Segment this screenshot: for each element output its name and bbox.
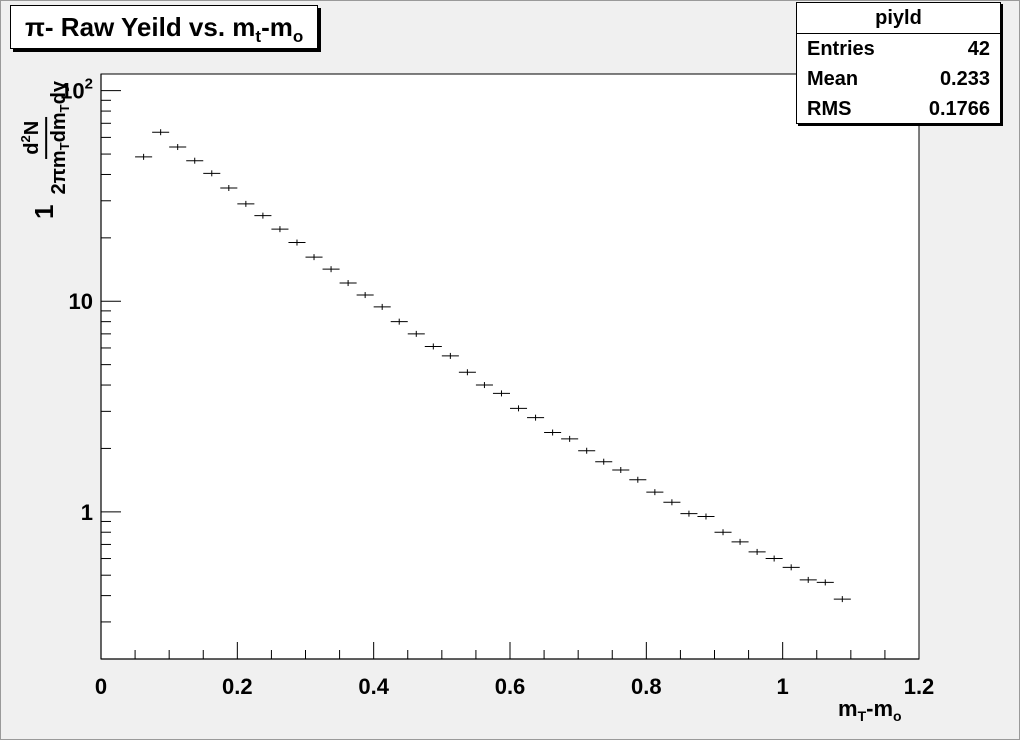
- data-point: [237, 200, 255, 207]
- data-point: [305, 254, 323, 261]
- x-axis-title: mT-mo: [838, 696, 902, 724]
- y-den-sub1: T: [56, 142, 72, 151]
- data-point: [833, 596, 851, 603]
- data-point: [612, 466, 630, 473]
- data-point: [390, 318, 408, 325]
- x-tick-label: 0.2: [222, 674, 253, 699]
- y-den-a: 2πm: [47, 150, 70, 195]
- chart-title-mid: -m: [261, 12, 293, 42]
- data-point: [714, 529, 732, 536]
- data-point: [765, 555, 783, 562]
- y-tick-label: 1: [81, 500, 93, 525]
- data-point: [271, 226, 289, 233]
- x-tick-label: 1: [777, 674, 789, 699]
- data-point: [816, 579, 834, 586]
- data-point: [339, 280, 357, 287]
- data-point: [169, 144, 187, 151]
- x-tick-label: 1.2: [904, 674, 935, 699]
- y-axis-title-prefix: 1: [29, 204, 60, 219]
- stats-row-mean: Mean 0.233: [797, 64, 1000, 94]
- stats-value: 0.233: [939, 68, 990, 90]
- chart-title: π- Raw Yeild vs. mt-mo: [10, 5, 319, 49]
- x-tick-label: 0.8: [631, 674, 662, 699]
- y-ticks: 1 10 102: [60, 76, 121, 660]
- plot-frame: [100, 73, 920, 660]
- data-point: [748, 548, 766, 555]
- data-point: [254, 212, 272, 219]
- y-num-sup: 2: [18, 135, 34, 143]
- data-point: [356, 292, 374, 299]
- data-point: [152, 129, 170, 136]
- chart-title-sub2: o: [292, 27, 304, 46]
- data-point: [799, 576, 817, 583]
- data-point: [544, 429, 562, 436]
- data-point: [135, 153, 153, 160]
- data-point: [373, 303, 391, 310]
- stats-label: RMS: [807, 98, 852, 120]
- data-point: [407, 330, 425, 337]
- stats-row-rms: RMS 0.1766: [797, 94, 1000, 124]
- data-point: [424, 343, 442, 350]
- stats-row-entries: Entries 42: [797, 34, 1000, 64]
- y-axis-title: 1 d2N 2πmTdmTdy: [18, 81, 72, 219]
- data-point: [595, 458, 613, 465]
- x-axis-title-base: m: [838, 696, 858, 721]
- x-ticks: 0 0.2 0.4 0.6 0.8 1 1.2: [95, 642, 934, 699]
- x-axis-title-sub1: T: [857, 708, 867, 724]
- stats-label: Entries: [807, 38, 875, 60]
- chart-title-main: π- Raw Yeild vs. m: [25, 12, 256, 42]
- data-point: [680, 510, 698, 517]
- y-den-c: dy: [47, 81, 70, 105]
- stats-label: Mean: [807, 68, 859, 90]
- x-tick-label: 0: [95, 674, 107, 699]
- data-point: [731, 538, 749, 545]
- data-point: [510, 405, 528, 412]
- x-axis-title-sub2: o: [893, 708, 902, 724]
- data-points: [135, 129, 851, 603]
- y-axis-title-denominator: 2πmTdmTdy: [47, 81, 72, 194]
- data-point: [475, 382, 493, 389]
- data-point: [220, 184, 238, 191]
- x-tick-label: 0.6: [495, 674, 526, 699]
- y-tick-label: 102: [60, 76, 93, 104]
- data-point: [203, 170, 221, 177]
- data-point: [663, 499, 681, 506]
- x-tick-label: 0.4: [358, 674, 389, 699]
- y-axis-title-numerator: d2N: [18, 116, 47, 159]
- y-den-sub2: T: [56, 104, 72, 113]
- x-axis-title-mid: -m: [866, 696, 894, 721]
- y-num-n: N: [20, 120, 43, 136]
- data-point: [527, 414, 545, 421]
- data-point: [782, 564, 800, 571]
- data-point: [629, 476, 647, 483]
- stats-value: 0.1766: [928, 98, 990, 120]
- y-tick-label: 10: [69, 289, 93, 314]
- data-point: [186, 157, 204, 164]
- chart-title-sub1: t: [255, 27, 262, 46]
- data-point: [646, 489, 664, 496]
- data-point: [578, 447, 596, 454]
- data-point: [458, 369, 476, 376]
- data-point: [441, 352, 459, 359]
- data-point: [561, 435, 579, 442]
- data-point: [322, 266, 340, 273]
- data-point: [492, 390, 510, 397]
- stats-value: 42: [967, 38, 990, 60]
- y-num-d: d: [20, 142, 43, 155]
- data-point: [697, 513, 715, 520]
- y-den-b: dm: [47, 112, 70, 143]
- data-point: [288, 239, 306, 246]
- y-axis-title-fraction: d2N 2πmTdmTdy: [18, 81, 72, 195]
- stats-box: piyld Entries 42 Mean 0.233 RMS 0.1766: [796, 2, 1001, 124]
- stats-title: piyld: [797, 3, 1000, 34]
